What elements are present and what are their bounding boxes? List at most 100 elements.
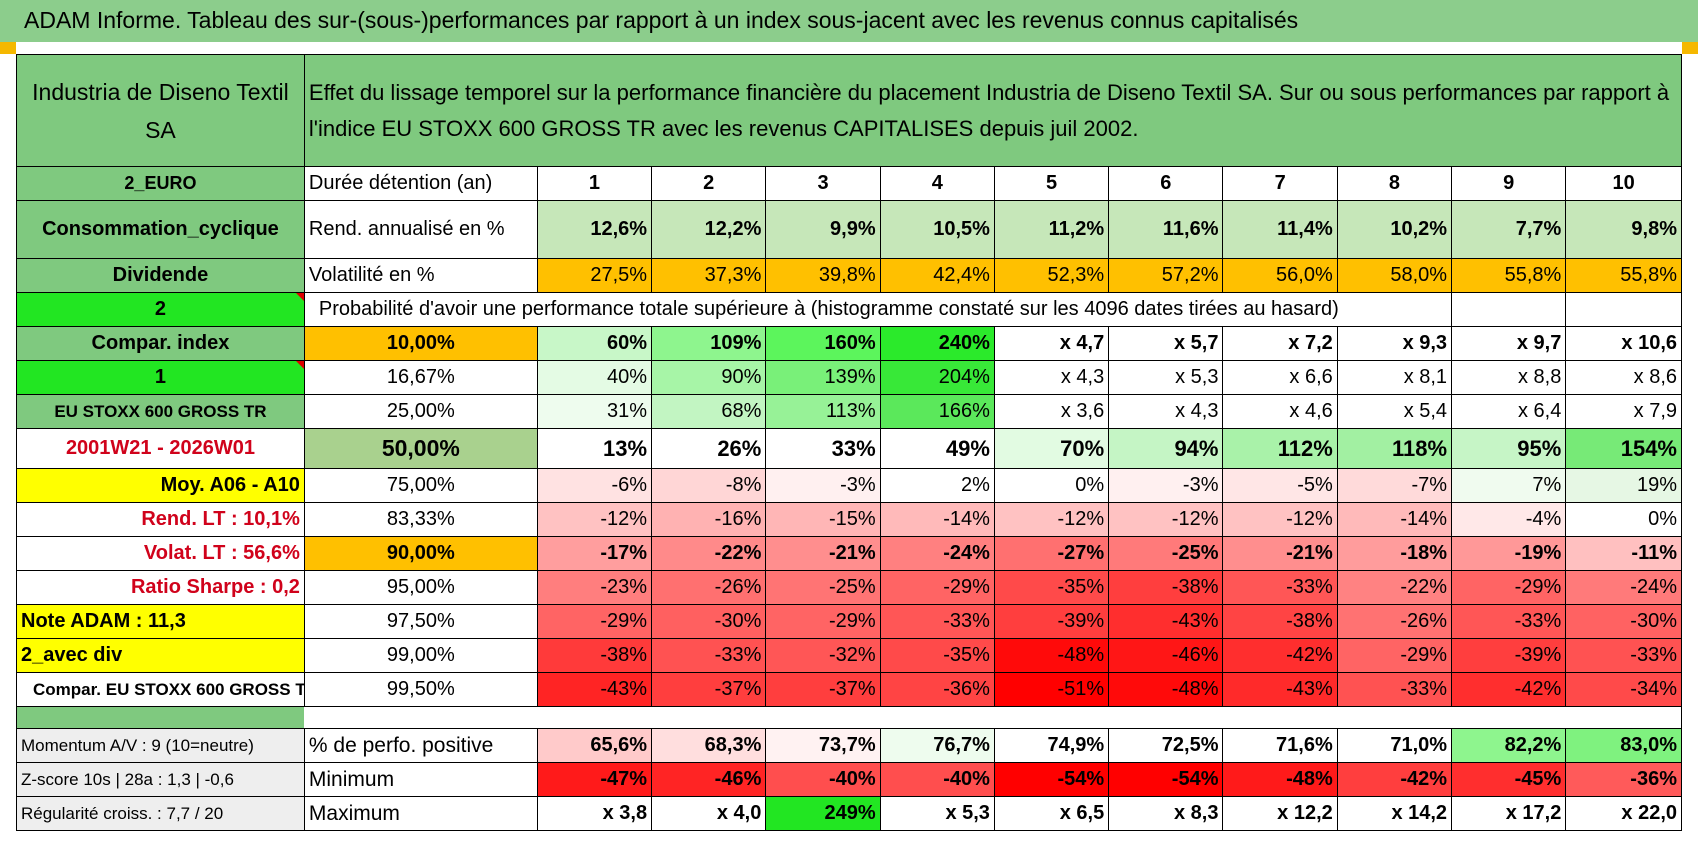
percentile-value: -23% — [536, 570, 653, 605]
percentile-value: x 5,3 — [1108, 360, 1224, 395]
percentile-value: -29% — [879, 570, 995, 605]
percentile-value: -25% — [765, 570, 881, 605]
minimum-cell: -47% — [536, 762, 653, 797]
vol-cell: 55,8% — [1451, 258, 1567, 293]
year-cell: 10 — [1565, 166, 1682, 201]
year-cell: 6 — [1108, 166, 1224, 201]
rend-cell: 9,9% — [765, 200, 881, 259]
spacer-cell — [304, 706, 1683, 729]
percentile-value: 95% — [1451, 428, 1567, 469]
percentile-value: -3% — [765, 468, 881, 503]
rend-cell: 10,2% — [1336, 200, 1453, 259]
percentile-value: -22% — [1336, 570, 1453, 605]
percentile-value: -29% — [1336, 638, 1453, 673]
probability-label: Probabilité d'avoir une performance tota… — [303, 292, 1453, 327]
empty-cell — [1451, 292, 1567, 327]
vol-row: Dividende Volatilité en % 27,5% 37,3% 39… — [16, 258, 1682, 293]
percentile-value: x 6,6 — [1222, 360, 1338, 395]
positive-cell: 68,3% — [651, 728, 767, 763]
percentile-value: -22% — [651, 536, 767, 571]
duration-row: 2_EURO Durée détention (an) 1 2 3 4 5 6 … — [16, 166, 1682, 201]
maximum-cell: x 12,2 — [1222, 796, 1338, 831]
rend-cell: 11,6% — [1108, 200, 1224, 259]
percentile-value: 154% — [1565, 428, 1682, 469]
compar-full-label: Compar. EU STOXX 600 GROSS TR — [16, 672, 305, 707]
percentile-value: -38% — [1108, 570, 1224, 605]
maximum-cell: x 17,2 — [1451, 796, 1567, 831]
minimum-row: Z-score 10s | 28a : 1,3 | -0,6 Minimum -47… — [16, 762, 1682, 797]
report-title: ADAM Informe. Tableau des sur-(sous-)per… — [24, 7, 1299, 33]
rend-cell: 12,6% — [536, 200, 653, 259]
percentile-row: Note ADAM : 11,3 97,50% -29% -30% -29% -33% -3… — [16, 604, 1682, 639]
percentile-value: 90% — [651, 360, 767, 395]
percentile-value: -43% — [536, 672, 653, 707]
percentile-value: 2% — [879, 468, 995, 503]
positive-cell: 82,2% — [1451, 728, 1567, 763]
percentile-level: 95,00% — [303, 570, 538, 605]
percentile-value: 204% — [879, 360, 995, 395]
period-label: 2001W21 - 2026W01 — [16, 428, 305, 469]
percentile-value: 113% — [765, 394, 881, 429]
percentile-level: 99,50% — [303, 672, 538, 707]
percentile-row: Moy. A06 - A10 75,00% -6% -8% -3% 2% 0% -3% -5% -… — [16, 468, 1682, 503]
percentile-value: -19% — [1451, 536, 1567, 571]
percentile-value: x 9,7 — [1451, 326, 1567, 361]
minimum-cell: -42% — [1336, 762, 1453, 797]
percentile-level: 99,00% — [303, 638, 538, 673]
percentile-value: -21% — [765, 536, 881, 571]
percentile-value: -36% — [879, 672, 995, 707]
percentile-value: 160% — [765, 326, 881, 361]
minimum-cell: -46% — [651, 762, 767, 797]
percentile-value: -21% — [1222, 536, 1338, 571]
duration-label: Durée détention (an) — [303, 166, 538, 201]
percentile-level: 75,00% — [303, 468, 538, 503]
percentile-value: -46% — [1108, 638, 1224, 673]
percentile-row: EU STOXX 600 GROSS TR 25,00% 31% 68% 113% 166… — [16, 394, 1682, 429]
percentile-value: 68% — [651, 394, 767, 429]
percentile-value: x 6,4 — [1451, 394, 1567, 429]
rend-label: Rend. annualisé en % — [303, 200, 538, 259]
percentile-value: 26% — [651, 428, 767, 469]
percentile-value: -3% — [1108, 468, 1224, 503]
percentile-value: -38% — [536, 638, 653, 673]
minimum-cell: -36% — [1565, 762, 1682, 797]
minimum-cell: -45% — [1451, 762, 1567, 797]
positive-cell: 72,5% — [1108, 728, 1224, 763]
rend-lt-label: Rend. LT : 10,1% — [16, 502, 305, 537]
percentile-value: -48% — [993, 638, 1110, 673]
percentile-value: -33% — [1336, 672, 1453, 707]
percentile-value: 49% — [879, 428, 995, 469]
percentile-value: x 4,6 — [1222, 394, 1338, 429]
positive-cell: 76,7% — [879, 728, 995, 763]
moy-label: Moy. A06 - A10 — [16, 468, 305, 503]
minimum-cell: -54% — [1108, 762, 1224, 797]
minimum-cell: -40% — [765, 762, 881, 797]
percentile-value: -30% — [1565, 604, 1682, 639]
percentile-value: -15% — [765, 502, 881, 537]
header-row: Industria de Diseno Textil SA Effet du l… — [16, 54, 1683, 167]
performance-sheet: Industria de Diseno Textil SA Effet du l… — [16, 54, 1683, 848]
percentile-row: Volat. LT : 56,6% 90,00% -17% -22% -21% -24% -… — [16, 536, 1682, 571]
percentile-value: 40% — [536, 360, 653, 395]
percentile-value: -29% — [765, 604, 881, 639]
year-cell: 9 — [1451, 166, 1567, 201]
instrument-name: Industria de Diseno Textil SA — [16, 54, 305, 167]
percentile-value: -14% — [879, 502, 995, 537]
minimum-cell: -40% — [879, 762, 995, 797]
spacer-green-cell — [16, 706, 305, 729]
percentile-value: -4% — [1451, 502, 1567, 537]
percentile-value: -26% — [1336, 604, 1453, 639]
percentile-level: 16,67% — [303, 360, 538, 395]
percentile-value: -18% — [1336, 536, 1453, 571]
percentile-value: -12% — [536, 502, 653, 537]
percentile-value: x 10,6 — [1565, 326, 1682, 361]
percentile-value: x 8,1 — [1336, 360, 1453, 395]
year-cell: 7 — [1222, 166, 1338, 201]
percentile-value: -37% — [651, 672, 767, 707]
percentile-value: 240% — [879, 326, 995, 361]
percentile-value: -24% — [1565, 570, 1682, 605]
percentile-row: 2001W21 - 2026W01 50,00% 13% 26% 33% 49% 70% 94… — [16, 428, 1682, 469]
percentile-value: 19% — [1565, 468, 1682, 503]
minimum-cell: -54% — [993, 762, 1110, 797]
percentile-level: 25,00% — [303, 394, 538, 429]
